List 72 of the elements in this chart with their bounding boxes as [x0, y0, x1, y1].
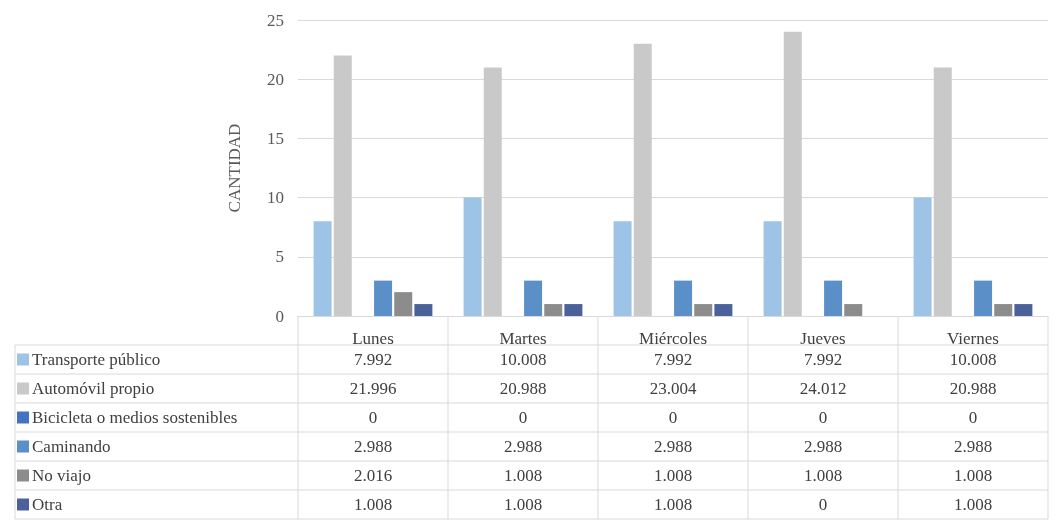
data-label: 7.992 — [653, 350, 693, 369]
bar — [333, 55, 352, 316]
legend-label: Automóvil propio — [32, 379, 155, 398]
bar — [483, 67, 502, 316]
y-tick-label: 25 — [267, 10, 284, 30]
bar — [714, 304, 733, 316]
bar — [564, 304, 583, 316]
data-label: 1.008 — [803, 466, 843, 485]
data-label: 1.008 — [653, 495, 693, 514]
bar — [674, 280, 693, 316]
x-tick-label: Martes — [499, 329, 547, 348]
data-label: 2.988 — [653, 437, 693, 456]
data-label: 10.008 — [949, 350, 997, 369]
data-label: 1.008 — [653, 466, 693, 485]
bar — [313, 221, 332, 316]
bar — [913, 197, 932, 316]
legend-label: Bicicleta o medios sostenibles — [32, 408, 238, 427]
data-label: 7.992 — [353, 350, 393, 369]
y-tick-label: 0 — [275, 306, 284, 326]
bar — [463, 197, 482, 316]
data-label: 10.008 — [499, 350, 547, 369]
legend-label: No viajo — [32, 466, 92, 485]
data-label: 1.008 — [953, 495, 993, 514]
legend-label: Otra — [32, 495, 63, 514]
y-tick-label: 10 — [267, 188, 284, 208]
y-tick-label: 15 — [267, 128, 284, 148]
y-tick-label: 5 — [275, 247, 284, 267]
bar — [544, 304, 563, 316]
data-label: 0 — [818, 495, 828, 514]
bar — [613, 221, 632, 316]
data-label: 0 — [518, 408, 528, 427]
legend-label: Caminando — [32, 437, 111, 456]
data-label: 0 — [968, 408, 978, 427]
bar — [994, 304, 1013, 316]
bar — [414, 304, 433, 316]
data-label: 24.012 — [799, 379, 847, 398]
bar — [1014, 304, 1033, 316]
bar — [844, 304, 863, 316]
x-tick-label: Miércoles — [639, 329, 707, 348]
data-label: 1.008 — [953, 466, 993, 485]
data-label: 21.996 — [349, 379, 397, 398]
data-label: 23.004 — [649, 379, 697, 398]
bar — [524, 280, 543, 316]
data-label: 2.988 — [803, 437, 843, 456]
y-tick-label: 20 — [267, 69, 284, 89]
data-label: 20.988 — [949, 379, 997, 398]
bar — [933, 67, 952, 316]
bar — [974, 280, 993, 316]
bar — [824, 280, 843, 316]
data-label: 1.008 — [353, 495, 393, 514]
data-label: 2.988 — [353, 437, 393, 456]
data-label: 20.988 — [499, 379, 547, 398]
data-label: 2.016 — [353, 466, 393, 485]
bar — [694, 304, 713, 316]
legend-label: Transporte público — [32, 350, 161, 369]
bar — [394, 292, 413, 316]
bar — [374, 280, 393, 316]
data-label: 2.988 — [503, 437, 543, 456]
data-label: 0 — [368, 408, 378, 427]
data-label: 0 — [818, 408, 828, 427]
data-label: 1.008 — [503, 466, 543, 485]
y-axis-title: CANTIDAD — [225, 123, 244, 213]
data-label: 0 — [668, 408, 678, 427]
data-label: 1.008 — [503, 495, 543, 514]
x-tick-label: Jueves — [800, 329, 846, 348]
bar — [633, 43, 652, 316]
x-tick-label: Lunes — [352, 329, 394, 348]
bar — [763, 221, 782, 316]
data-label: 7.992 — [803, 350, 843, 369]
x-tick-label: Viernes — [947, 329, 999, 348]
data-label: 2.988 — [953, 437, 993, 456]
bar — [783, 31, 802, 316]
